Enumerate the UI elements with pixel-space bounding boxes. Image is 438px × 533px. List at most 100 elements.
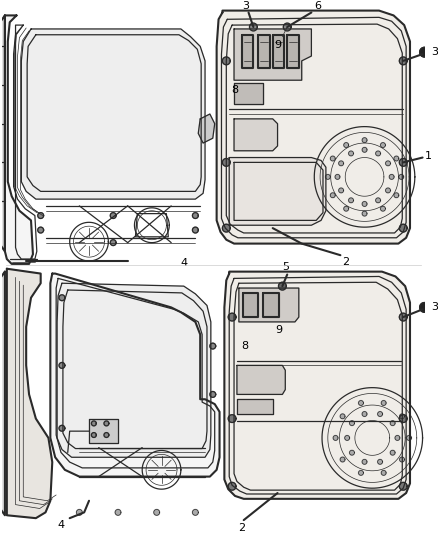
Circle shape	[325, 174, 330, 179]
Polygon shape	[237, 399, 273, 414]
Circle shape	[399, 158, 407, 166]
Circle shape	[335, 174, 340, 179]
Circle shape	[399, 57, 407, 64]
Circle shape	[362, 211, 367, 216]
Circle shape	[399, 482, 407, 490]
Polygon shape	[239, 288, 299, 322]
Circle shape	[223, 224, 230, 232]
Text: 8: 8	[231, 85, 238, 95]
Polygon shape	[273, 35, 284, 68]
Polygon shape	[229, 158, 326, 225]
Circle shape	[362, 201, 367, 206]
Circle shape	[399, 174, 404, 179]
Circle shape	[395, 435, 400, 440]
Circle shape	[394, 193, 399, 198]
Circle shape	[279, 282, 286, 290]
Circle shape	[381, 143, 385, 148]
Circle shape	[228, 482, 236, 490]
Text: 9: 9	[274, 39, 281, 50]
Circle shape	[376, 151, 381, 156]
Polygon shape	[7, 269, 52, 518]
Text: 9: 9	[276, 325, 283, 335]
Circle shape	[359, 471, 364, 475]
Circle shape	[362, 148, 367, 152]
Polygon shape	[0, 272, 5, 515]
Text: 6: 6	[314, 1, 321, 11]
Circle shape	[38, 213, 43, 219]
Circle shape	[399, 313, 407, 321]
Circle shape	[399, 224, 407, 232]
Circle shape	[420, 47, 429, 57]
Circle shape	[390, 450, 395, 455]
Circle shape	[381, 401, 386, 406]
Text: 3: 3	[431, 47, 438, 57]
Circle shape	[192, 510, 198, 515]
Circle shape	[349, 198, 353, 203]
Polygon shape	[242, 35, 253, 68]
Circle shape	[340, 414, 345, 419]
Circle shape	[210, 392, 215, 397]
Circle shape	[192, 213, 198, 219]
Circle shape	[339, 161, 343, 166]
Polygon shape	[0, 15, 5, 252]
Polygon shape	[198, 114, 215, 143]
Circle shape	[223, 57, 230, 64]
Circle shape	[92, 433, 96, 438]
Polygon shape	[89, 418, 118, 443]
Circle shape	[350, 450, 354, 455]
Polygon shape	[287, 35, 299, 68]
Circle shape	[77, 510, 82, 515]
Circle shape	[250, 23, 257, 31]
Polygon shape	[217, 11, 410, 244]
Circle shape	[350, 421, 354, 425]
Circle shape	[104, 433, 109, 438]
Circle shape	[378, 459, 382, 464]
Polygon shape	[237, 366, 285, 394]
Polygon shape	[5, 15, 33, 264]
Circle shape	[359, 401, 364, 406]
Circle shape	[381, 206, 385, 211]
Polygon shape	[21, 29, 205, 199]
Circle shape	[210, 343, 215, 349]
Circle shape	[110, 213, 116, 219]
Circle shape	[406, 435, 411, 440]
Circle shape	[399, 457, 404, 462]
Text: 5: 5	[282, 262, 289, 272]
Circle shape	[228, 415, 236, 423]
Text: 3: 3	[242, 1, 249, 11]
Circle shape	[228, 313, 236, 321]
Circle shape	[344, 143, 349, 148]
Polygon shape	[57, 283, 211, 457]
Circle shape	[378, 411, 382, 416]
Circle shape	[345, 435, 350, 440]
Circle shape	[115, 510, 121, 515]
Text: 2: 2	[238, 523, 245, 533]
Circle shape	[104, 421, 109, 426]
Text: 4: 4	[58, 520, 65, 530]
Circle shape	[394, 156, 399, 161]
Circle shape	[92, 421, 96, 426]
Circle shape	[381, 471, 386, 475]
Polygon shape	[234, 29, 311, 80]
Circle shape	[110, 240, 116, 246]
Circle shape	[330, 156, 335, 161]
Circle shape	[340, 457, 345, 462]
Circle shape	[362, 459, 367, 464]
Circle shape	[38, 227, 43, 233]
Polygon shape	[50, 273, 219, 477]
Text: 1: 1	[424, 151, 431, 160]
Circle shape	[420, 303, 429, 312]
Circle shape	[192, 227, 198, 233]
Polygon shape	[224, 272, 410, 499]
Circle shape	[385, 188, 390, 193]
Polygon shape	[234, 83, 263, 104]
Circle shape	[223, 158, 230, 166]
Circle shape	[385, 161, 390, 166]
Circle shape	[59, 362, 65, 368]
Text: 8: 8	[241, 341, 248, 351]
Circle shape	[59, 425, 65, 431]
Circle shape	[399, 415, 407, 423]
Circle shape	[339, 188, 343, 193]
Circle shape	[362, 138, 367, 142]
Polygon shape	[258, 35, 270, 68]
